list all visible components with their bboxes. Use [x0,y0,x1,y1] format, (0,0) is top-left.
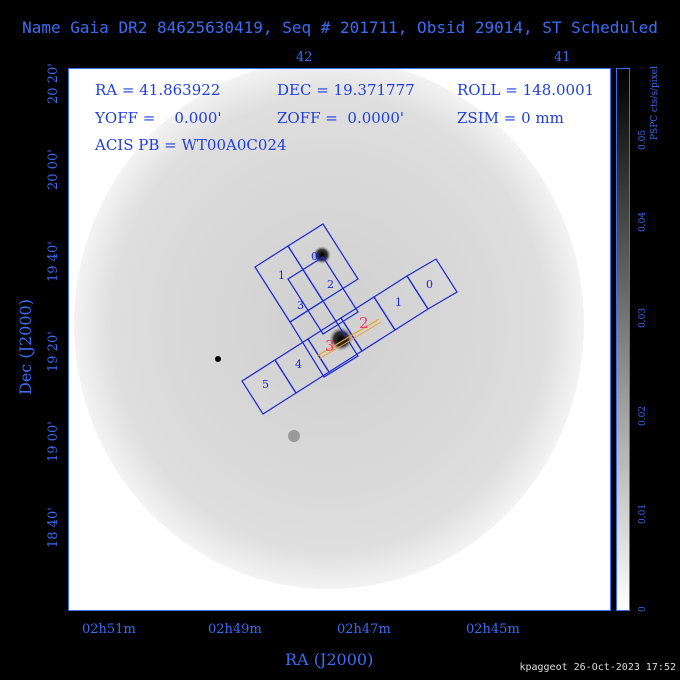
chip-label-strip-0: 0 [426,278,433,291]
dec-readout: DEC = 19.371777 [277,81,415,99]
yoff-readout: YOFF = 0.000' [95,109,222,127]
zoff-readout: ZOFF = 0.0000' [277,109,405,127]
grating-slit-2 [318,321,382,360]
acis-readout: ACIS PB = WT00A0C024 [95,136,287,154]
acis-chip-strip [241,258,458,415]
chip-label-top-1: 1 [278,269,285,282]
sky-image: 0 1 2 3 0 1 4 5 2 3 [74,69,584,589]
top-tick-41: 41 [554,50,571,65]
footer-stamp: kpaggeot 26-Oct-2023 17:52 [519,662,676,673]
point-source [215,356,221,362]
left-tick-3: 19 20' [46,331,61,372]
cbar-tick-0: 0 [638,606,648,612]
bottom-tick-2: 02h47m [337,622,391,637]
top-tick-42: 42 [296,50,313,65]
left-tick-2: 19 40' [46,241,61,282]
x-axis-label: RA (J2000) [285,650,374,669]
colorbar-label: PSPC cts/s/pixel [650,66,660,140]
cbar-tick-3: 0.03 [638,307,648,328]
bottom-tick-0: 02h51m [82,622,136,637]
faint-source [288,430,300,442]
ra-readout: RA = 41.863922 [95,81,221,99]
cbar-tick-4: 0.04 [638,211,648,232]
pink-label-2: 2 [359,314,369,332]
sky-image-panel[interactable]: 0 1 2 3 0 1 4 5 2 3 RA = 41.863922 DEC =… [68,68,611,611]
chip-label-top-2: 2 [327,278,334,291]
zsim-readout: ZSIM = 0 mm [457,109,564,127]
cbar-tick-1: 0.01 [638,503,648,524]
left-tick-0: 20 20' [46,63,61,104]
chip-label-top-3: 3 [297,299,304,312]
y-axis-label: Dec (J2000) [16,299,35,395]
cbar-tick-5: 0.05 [638,129,648,150]
chip-label-strip-4: 4 [295,358,302,371]
roll-readout: ROLL = 148.0001 [457,81,595,99]
bottom-tick-3: 02h45m [466,622,520,637]
grating-slit [316,318,380,357]
chip-label-strip-1: 1 [395,296,402,309]
colorbar [616,68,630,611]
left-tick-1: 20 00' [46,149,61,190]
chip-label-top-0: 0 [311,250,318,263]
bottom-tick-1: 02h49m [208,622,262,637]
cbar-tick-2: 0.02 [638,405,648,426]
acis-chips-top [254,223,359,378]
plot-title: Name Gaia DR2 84625630419, Seq # 201711,… [22,18,658,37]
secondary-source [313,246,331,264]
left-tick-5: 18 40' [46,507,61,548]
pspc-field [74,69,584,589]
left-tick-4: 19 00' [46,421,61,462]
chip-label-strip-5: 5 [262,378,269,391]
pink-label-3: 3 [325,337,335,355]
